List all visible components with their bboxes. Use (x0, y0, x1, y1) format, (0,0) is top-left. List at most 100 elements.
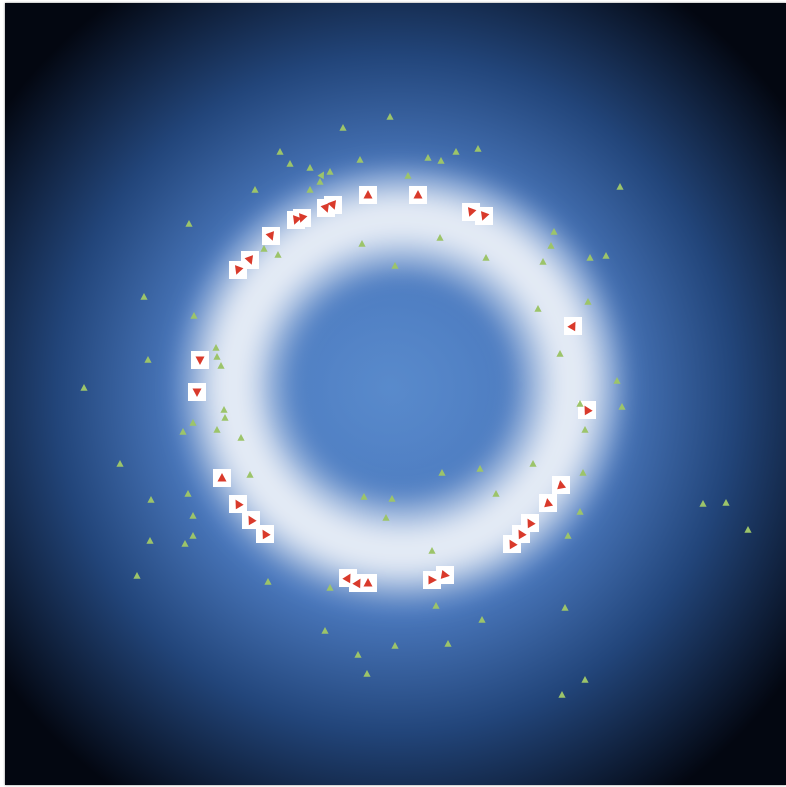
green-triangle-marker-icon (534, 305, 542, 312)
glowing-ring-image (5, 3, 786, 785)
red-triangle-marker-icon (428, 575, 437, 585)
green-triangle-marker-icon (404, 172, 412, 179)
green-triangle-marker-icon (539, 258, 547, 265)
green-triangle-marker-icon (360, 493, 368, 500)
green-triangle-marker-icon (190, 312, 198, 319)
green-triangle-marker-icon (181, 540, 189, 547)
green-triangle-marker-icon (391, 642, 399, 649)
green-triangle-marker-icon (306, 164, 314, 171)
green-triangle-marker-icon (80, 384, 88, 391)
green-triangle-marker-icon (391, 262, 399, 269)
green-triangle-marker-icon (133, 572, 141, 579)
green-triangle-marker-icon (237, 434, 245, 441)
green-triangle-marker-icon (428, 547, 436, 554)
green-triangle-marker-icon (561, 604, 569, 611)
green-triangle-marker-icon (444, 640, 452, 647)
red-marker-layer (192, 190, 593, 589)
red-triangle-marker-icon (440, 569, 450, 579)
green-triangle-marker-icon (212, 344, 220, 351)
green-triangle-marker-icon (326, 168, 334, 175)
red-triangle-marker-icon (244, 255, 254, 265)
red-triangle-marker-icon (509, 539, 518, 550)
green-triangle-marker-icon (220, 406, 228, 413)
red-triangle-marker-icon (327, 200, 337, 210)
green-triangle-marker-icon (581, 676, 589, 683)
green-triangle-marker-icon (147, 496, 155, 503)
green-triangle-marker-icon (146, 537, 154, 544)
ring-inner-haze (260, 268, 520, 508)
red-triangle-marker-icon (413, 190, 423, 199)
green-triangle-marker-icon (558, 691, 566, 698)
green-triangle-marker-icon (699, 500, 707, 507)
green-triangle-marker-icon (358, 240, 366, 247)
green-triangle-marker-icon (246, 471, 254, 478)
red-triangle-marker-icon (557, 480, 567, 490)
red-triangle-marker-icon (192, 388, 202, 397)
green-triangle-marker-icon (189, 512, 197, 519)
green-triangle-marker-icon (306, 186, 314, 193)
green-triangle-marker-icon (556, 350, 564, 357)
green-triangle-marker-icon (432, 602, 440, 609)
green-triangle-marker-icon (529, 460, 537, 467)
green-triangle-marker-icon (618, 403, 626, 410)
green-triangle-marker-icon (474, 145, 482, 152)
red-triangle-marker-icon (363, 190, 373, 199)
green-triangle-marker-icon (144, 356, 152, 363)
green-triangle-marker-icon (321, 627, 329, 634)
green-triangle-marker-icon (492, 490, 500, 497)
green-triangle-marker-icon (213, 353, 221, 360)
green-triangle-marker-icon (547, 242, 555, 249)
green-triangle-marker-icon (388, 495, 396, 502)
green-triangle-marker-icon (140, 293, 148, 300)
green-triangle-marker-icon (179, 428, 187, 435)
green-triangle-marker-icon (217, 362, 225, 369)
green-triangle-marker-icon (276, 148, 284, 155)
green-triangle-marker-icon (326, 584, 334, 591)
red-triangle-marker-icon (567, 321, 576, 332)
red-triangle-marker-icon (248, 515, 257, 526)
image-frame (5, 3, 786, 785)
red-triangle-marker-icon (298, 213, 308, 223)
green-triangle-marker-icon (116, 460, 124, 467)
green-triangle-marker-icon (189, 532, 197, 539)
green-triangle-marker-icon (476, 465, 484, 472)
green-triangle-marker-icon (317, 171, 324, 180)
red-triangle-marker-icon (235, 499, 244, 510)
red-triangle-marker-icon (217, 473, 227, 482)
green-triangle-marker-icon (251, 186, 259, 193)
green-triangle-marker-icon (382, 514, 390, 521)
green-triangle-marker-icon (436, 234, 444, 241)
red-triangle-marker-icon (544, 498, 554, 508)
green-triangle-marker-icon (286, 160, 294, 167)
red-triangle-marker-icon (480, 211, 490, 221)
green-triangle-marker-icon (616, 183, 624, 190)
green-triangle-marker-icon (356, 156, 364, 163)
red-triangle-marker-icon (584, 405, 593, 416)
green-triangle-marker-icon (184, 490, 192, 497)
red-triangle-marker-icon (195, 356, 205, 365)
green-triangle-marker-icon (354, 651, 362, 658)
green-triangle-marker-icon (260, 245, 268, 252)
green-triangle-marker-icon (576, 400, 584, 407)
red-triangle-marker-icon (363, 578, 373, 587)
green-triangle-marker-icon (339, 124, 347, 131)
green-triangle-marker-icon (744, 526, 752, 533)
red-triangle-marker-icon (527, 518, 536, 529)
green-triangle-marker-icon (264, 578, 272, 585)
green-triangle-marker-icon (316, 178, 324, 185)
green-triangle-marker-icon (550, 228, 558, 235)
green-triangle-marker-icon (438, 469, 446, 476)
red-triangle-marker-icon (342, 573, 351, 584)
green-triangle-marker-icon (189, 419, 197, 426)
green-triangle-marker-icon (584, 298, 592, 305)
green-triangle-marker-icon (274, 251, 282, 258)
green-triangle-marker-icon (579, 469, 587, 476)
red-triangle-marker-icon (467, 207, 477, 217)
green-triangle-marker-icon (602, 252, 610, 259)
green-triangle-marker-icon (437, 157, 445, 164)
green-triangle-marker-icon (613, 377, 621, 384)
green-triangle-marker-icon (185, 220, 193, 227)
green-triangle-marker-icon (564, 532, 572, 539)
green-triangle-marker-icon (576, 508, 584, 515)
red-triangle-marker-icon (234, 265, 244, 275)
